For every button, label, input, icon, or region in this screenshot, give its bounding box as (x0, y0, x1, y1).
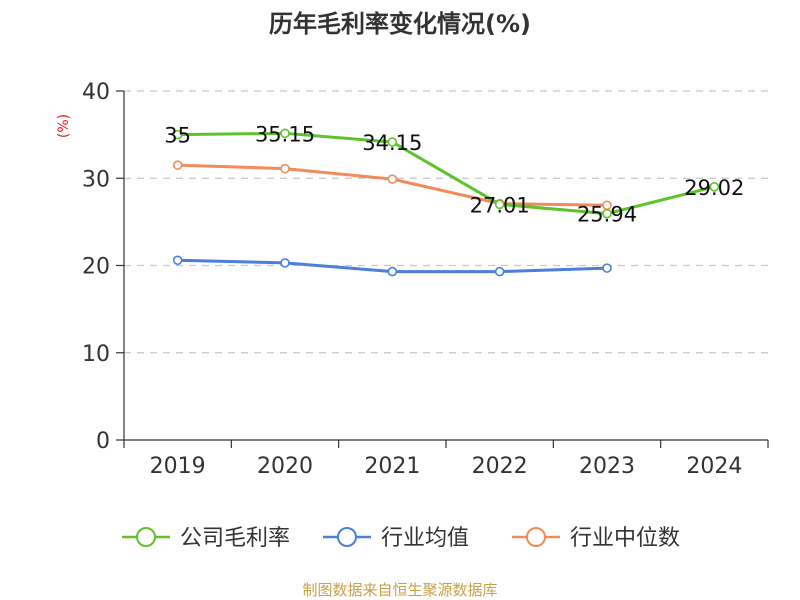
series-1 (172, 128, 720, 219)
data-label: 35.15 (255, 122, 315, 146)
legend-marker (136, 527, 156, 547)
legend-marker (526, 527, 546, 547)
data-label: 29.02 (684, 176, 744, 200)
y-tick-label: 30 (82, 167, 110, 192)
data-label: 35 (164, 124, 191, 148)
data-label: 27.01 (470, 193, 530, 217)
series-line (177, 163, 608, 207)
x-tick-label: 2024 (686, 454, 742, 479)
x-tick-label: 2021 (364, 454, 420, 479)
data-point (602, 263, 612, 273)
series-3 (172, 160, 612, 211)
legend-label: 行业均值 (381, 526, 469, 551)
legend-item: 行业均值 (323, 526, 469, 551)
series-group (172, 128, 720, 277)
legend-item: 公司毛利率 (122, 526, 290, 551)
data-point (172, 160, 183, 170)
data-point (387, 137, 398, 147)
legend-item: 行业中位数 (512, 526, 680, 551)
data-labels: 35 35.15 34.15 27.01 25.94 29.02 (164, 122, 744, 226)
data-point (494, 199, 505, 210)
axes: 0 10 20 30 40 2019 2020 2021 2022 2023 2024 (82, 80, 769, 479)
data-point (280, 128, 290, 139)
data-point (387, 174, 398, 184)
data-point (172, 129, 183, 140)
data-point (280, 258, 290, 268)
legend-label: 公司毛利率 (180, 526, 290, 551)
y-tick-label: 20 (82, 255, 110, 280)
y-tick-label: 0 (96, 429, 110, 454)
y-tick-label: 40 (82, 80, 110, 105)
series-line (177, 131, 715, 216)
x-tick-label: 2020 (257, 454, 313, 479)
y-tick-label: 10 (82, 342, 110, 367)
data-point (280, 163, 290, 174)
data-point (172, 255, 183, 266)
series-2 (172, 255, 612, 277)
chart-title: 历年毛利率变化情况(%) (269, 10, 531, 38)
gridlines (124, 90, 768, 354)
data-point (709, 182, 720, 192)
x-tick-label: 2019 (150, 454, 206, 479)
y-axis-label: (%) (56, 114, 72, 138)
x-tick-label: 2023 (579, 454, 635, 479)
legend: 公司毛利率 行业均值 行业中位数 (122, 526, 680, 551)
data-point (494, 266, 505, 277)
data-point (387, 266, 398, 277)
data-label: 34.15 (362, 131, 422, 155)
legend-label: 行业中位数 (570, 526, 680, 551)
legend-marker (337, 527, 357, 547)
data-label: 25.94 (577, 203, 637, 227)
x-tick-label: 2022 (472, 454, 528, 479)
data-point (602, 208, 612, 219)
source-note: 制图数据来自恒生聚源数据库 (302, 581, 497, 599)
